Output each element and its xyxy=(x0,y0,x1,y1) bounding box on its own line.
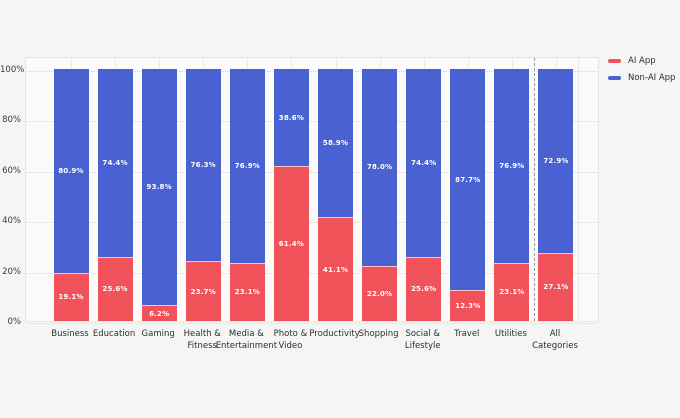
bar-value-label: 12.3% xyxy=(455,302,481,310)
y-tick-label: 60% xyxy=(2,165,21,176)
bar-value-label: 23.7% xyxy=(190,287,216,296)
legend-label-non-ai-app: Non-AI App xyxy=(628,73,676,83)
bar-value-label: 23.1% xyxy=(234,288,260,297)
bar-segment-non-ai-app[interactable]: 87.7% xyxy=(450,69,486,291)
bar-value-label: 78.0% xyxy=(366,163,393,172)
bar-segment-non-ai-app[interactable]: 80.9% xyxy=(53,69,89,273)
y-tick-label: 80% xyxy=(2,115,21,126)
stacked-bar[interactable]: 76.3% 23.7% xyxy=(185,69,221,321)
h-gridline xyxy=(26,171,598,173)
bar-value-label: 74.4% xyxy=(102,158,128,167)
x-tick-label: Utilities xyxy=(494,329,527,339)
stacked-bar[interactable]: 58.9% 41.1% xyxy=(318,69,354,321)
bar-segment-non-ai-app[interactable]: 76.9% xyxy=(494,69,530,263)
stacked-bar[interactable]: 80.9% 19.1% xyxy=(53,69,89,321)
x-tick-label: Media & Entertainment xyxy=(215,329,278,351)
bar-value-label: 38.6% xyxy=(278,113,305,122)
y-tick-label: 0% xyxy=(7,317,22,327)
bar-segment-non-ai-app[interactable]: 74.4% xyxy=(406,69,442,257)
bar-value-label: 93.8% xyxy=(146,183,172,192)
bar-segment-ai-app[interactable]: 23.1% xyxy=(229,262,265,321)
x-tick-label: All Categories xyxy=(532,329,578,351)
bar-value-label: 58.9% xyxy=(322,139,349,148)
x-tick-label: Business xyxy=(51,329,89,339)
bar-value-label: 76.3% xyxy=(190,161,216,170)
bar-value-label: 23.1% xyxy=(499,288,525,297)
bar-segment-non-ai-app[interactable]: 93.8% xyxy=(141,69,177,306)
stacked-bar[interactable]: 76.9% 23.1% xyxy=(229,69,265,321)
x-tick-label: Shopping xyxy=(358,329,399,339)
y-tick-label: 40% xyxy=(2,216,21,227)
bar-value-label: 22.0% xyxy=(366,289,393,298)
x-tick-label: Photo & Video xyxy=(273,329,308,351)
stacked-bar[interactable]: 76.9% 23.1% xyxy=(494,69,530,321)
bar-segment-ai-app[interactable]: 41.1% xyxy=(318,217,354,321)
bar-segment-non-ai-app[interactable]: 38.6% xyxy=(273,69,309,167)
x-tick-label: Social & Lifestyle xyxy=(404,329,441,351)
bar-segment-non-ai-app[interactable]: 76.3% xyxy=(185,69,221,262)
stacked-bar[interactable]: 72.9% 27.1% xyxy=(538,69,574,321)
bar-value-label: 27.1% xyxy=(543,283,569,292)
bar-value-label: 74.4% xyxy=(411,158,437,167)
bar-segment-ai-app[interactable]: 25.6% xyxy=(97,256,133,321)
bar-segment-non-ai-app[interactable]: 76.9% xyxy=(229,69,265,263)
bar-value-label: 41.1% xyxy=(322,265,349,274)
h-gridline xyxy=(26,71,598,72)
bar-value-label: 76.9% xyxy=(234,161,260,170)
stacked-bar[interactable]: 78.0% 22.0% xyxy=(362,69,398,321)
category-separator-line xyxy=(533,58,535,321)
stacked-bar[interactable]: 93.8% 6.2% xyxy=(141,69,177,321)
h-gridline xyxy=(26,323,598,324)
bar-segment-non-ai-app[interactable]: 58.9% xyxy=(318,69,354,218)
h-gridline xyxy=(26,272,598,274)
legend-item-ai-app[interactable]: AI App xyxy=(608,56,675,66)
bar-segment-ai-app[interactable]: 22.0% xyxy=(362,265,398,321)
v-gridline xyxy=(578,58,579,321)
bar-value-label: 61.4% xyxy=(278,240,305,249)
bar-value-label: 72.9% xyxy=(543,156,569,165)
bar-value-label: 6.2% xyxy=(149,309,170,318)
bar-segment-ai-app[interactable]: 61.4% xyxy=(273,166,309,321)
stacked-bar[interactable]: 87.7% 12.3% xyxy=(450,69,486,321)
bar-segment-non-ai-app[interactable]: 78.0% xyxy=(362,69,398,266)
h-gridline xyxy=(26,222,598,224)
stacked-bar[interactable]: 74.4% 25.6% xyxy=(406,69,442,321)
ai-app-swatch-icon xyxy=(608,59,621,63)
x-tick-label: Productivity xyxy=(309,329,360,339)
x-tick-label: Education xyxy=(92,329,136,339)
legend: AI App Non-AI App xyxy=(608,56,675,83)
legend-label-ai-app: AI App xyxy=(628,56,656,66)
bar-value-label: 19.1% xyxy=(58,293,84,302)
x-tick-label: Travel xyxy=(454,329,480,339)
bar-segment-ai-app[interactable]: 25.6% xyxy=(406,256,442,321)
plot-area: 80.9% 19.1% 74.4% 25.6% 93.8% 6.2% 76.3% 23.7% 7… xyxy=(25,57,599,324)
bar-segment-non-ai-app[interactable]: 72.9% xyxy=(538,69,574,253)
stacked-bar[interactable]: 74.4% 25.6% xyxy=(97,69,133,321)
bar-segment-ai-app[interactable]: 27.1% xyxy=(538,252,574,321)
bar-segment-ai-app[interactable]: 6.2% xyxy=(141,305,177,321)
bar-value-label: 87.7% xyxy=(455,175,481,184)
x-tick-label: Health & Fitness xyxy=(183,329,221,351)
bar-segment-ai-app[interactable]: 23.1% xyxy=(494,262,530,321)
bar-segment-ai-app[interactable]: 19.1% xyxy=(53,272,89,321)
y-tick-label: 20% xyxy=(2,266,21,277)
bar-segment-ai-app[interactable]: 12.3% xyxy=(450,290,486,321)
bar-value-label: 25.6% xyxy=(411,285,437,294)
stacked-bar[interactable]: 38.6% 61.4% xyxy=(273,69,309,321)
x-tick-label: Gaming xyxy=(141,329,175,339)
bar-segment-non-ai-app[interactable]: 74.4% xyxy=(97,69,133,257)
non-ai-app-swatch-icon xyxy=(608,76,621,80)
bar-value-label: 25.6% xyxy=(102,285,128,294)
h-gridline xyxy=(26,121,598,123)
legend-item-non-ai-app[interactable]: Non-AI App xyxy=(608,73,675,83)
y-tick-label: 100% xyxy=(0,65,25,75)
bar-value-label: 80.9% xyxy=(58,166,84,175)
bar-segment-ai-app[interactable]: 23.7% xyxy=(185,261,221,321)
bar-value-label: 76.9% xyxy=(499,161,525,170)
